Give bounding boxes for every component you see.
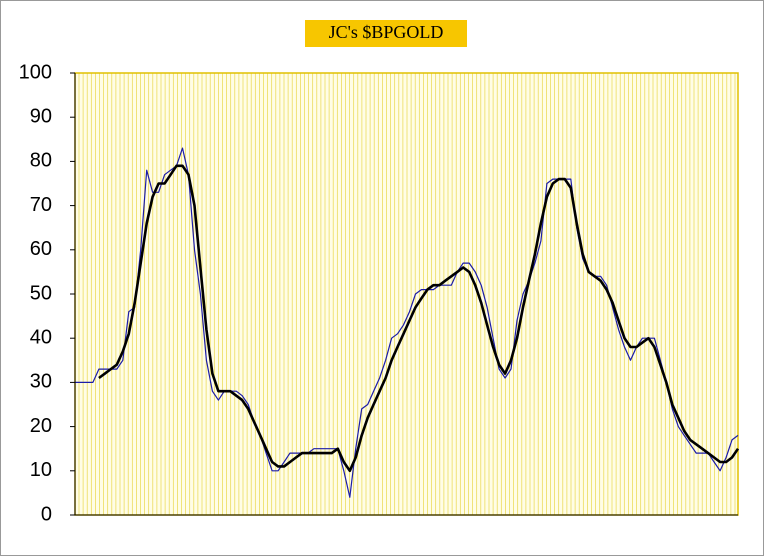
y-tick-label: 60 — [30, 238, 52, 260]
y-tick-label: 0 — [41, 503, 52, 525]
y-tick-label: 30 — [30, 371, 52, 393]
y-tick-label: 20 — [30, 415, 52, 437]
y-tick-label: 70 — [30, 194, 52, 216]
y-tick-label: 40 — [30, 326, 52, 348]
y-tick-label: 80 — [30, 150, 52, 172]
y-tick-label: 10 — [30, 459, 52, 481]
series-line — [75, 147, 739, 498]
y-tick-label: 50 — [30, 282, 52, 304]
plot-area — [75, 73, 738, 515]
y-tick-label: 100 — [19, 61, 52, 83]
y-tick-label: 90 — [30, 105, 52, 127]
title-box — [305, 20, 467, 47]
series-line — [98, 164, 740, 473]
plot-background — [74, 72, 739, 516]
plot — [75, 147, 740, 498]
chart-title: JC's $BPGOLD — [329, 22, 444, 42]
